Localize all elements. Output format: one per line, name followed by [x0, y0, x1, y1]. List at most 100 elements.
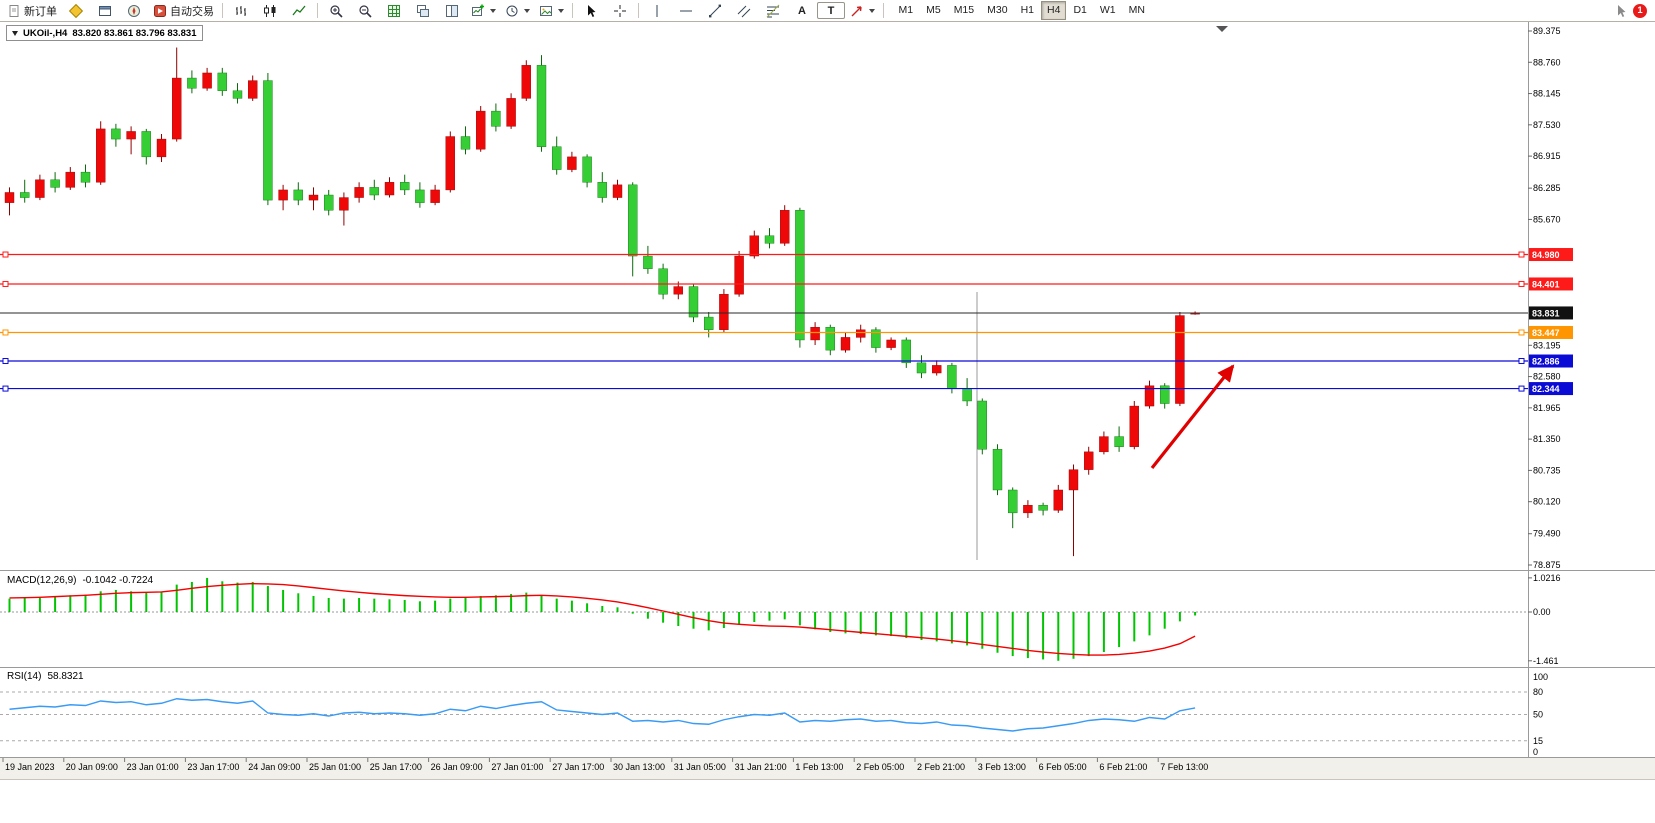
market-watch-icon [68, 3, 84, 18]
svg-text:81.965: 81.965 [1533, 403, 1561, 413]
timeframe-d1[interactable]: D1 [1073, 4, 1087, 16]
notification-badge[interactable]: 1 [1633, 3, 1647, 18]
macd-signal-line [9, 582, 1196, 656]
macd-name: MACD(12,26,9) [7, 575, 77, 586]
trendline-icon [709, 4, 721, 17]
new-order-button[interactable]: 新订单 [3, 1, 61, 21]
crosshair-icon [614, 4, 626, 17]
candlestick-chart-button[interactable] [256, 1, 284, 21]
data-window-icon [99, 5, 111, 16]
crosshair-tool-button[interactable] [606, 1, 634, 21]
svg-text:25 Jan 01:00: 25 Jan 01:00 [309, 762, 361, 772]
svg-text:30 Jan 13:00: 30 Jan 13:00 [613, 762, 665, 772]
chart-header[interactable]: UKOil-,H4 83.820 83.861 83.796 83.831 [6, 25, 203, 41]
svg-text:80: 80 [1533, 687, 1543, 697]
svg-text:82.886: 82.886 [1532, 357, 1560, 367]
zoom-in-icon [330, 4, 343, 18]
template-button[interactable] [535, 1, 568, 21]
tile-windows-icon [417, 4, 429, 17]
svg-text:23 Jan 17:00: 23 Jan 17:00 [187, 762, 239, 772]
new-order-icon [9, 4, 19, 17]
navigator-icon [128, 4, 140, 17]
timeframe-h1[interactable]: H1 [1020, 4, 1034, 16]
rsi-value: 58.8321 [47, 671, 84, 682]
toolbar-separator [222, 3, 223, 18]
svg-text:86.285: 86.285 [1533, 183, 1561, 193]
autotrade-button[interactable]: 自动交易 [149, 1, 218, 21]
timeframe-m15[interactable]: M15 [953, 4, 975, 16]
data-window-button[interactable] [91, 1, 119, 21]
fibonacci-tool-button[interactable] [759, 1, 787, 21]
toolbar: 新订单 自动交易 [0, 0, 1655, 22]
horizontal-line-tool-button[interactable] [672, 1, 700, 21]
zoom-in-button[interactable] [322, 1, 350, 21]
trend-arrow[interactable] [1150, 364, 1235, 469]
zoom-out-button[interactable] [351, 1, 379, 21]
text-tool-button[interactable]: A [788, 1, 816, 21]
arrows-tool-button[interactable] [846, 1, 879, 21]
svg-text:0.00: 0.00 [1533, 607, 1551, 617]
svg-text:85.670: 85.670 [1533, 214, 1561, 224]
toolbar-separator [572, 3, 573, 18]
svg-text:7 Feb 13:00: 7 Feb 13:00 [1160, 762, 1208, 772]
timeframe-mn[interactable]: MN [1128, 4, 1145, 16]
trendline-tool-button[interactable] [701, 1, 729, 21]
bar-chart-icon [236, 5, 246, 16]
svg-text:31 Jan 05:00: 31 Jan 05:00 [674, 762, 726, 772]
chevron-down-icon [524, 8, 530, 13]
vertical-line-tool-button[interactable] [643, 1, 671, 21]
svg-text:80.120: 80.120 [1533, 497, 1561, 507]
market-watch-button[interactable] [62, 1, 90, 21]
toolbar-separator [317, 3, 318, 18]
chart-shift-marker [1216, 26, 1228, 32]
svg-text:81.350: 81.350 [1533, 434, 1561, 444]
timeframe-w1[interactable]: W1 [1099, 4, 1116, 16]
line-chart-button[interactable] [285, 1, 313, 21]
svg-text:1 Feb 13:00: 1 Feb 13:00 [795, 762, 843, 772]
svg-text:31 Jan 21:00: 31 Jan 21:00 [735, 762, 787, 772]
new-chart-icon [472, 4, 484, 16]
svg-text:20 Jan 09:00: 20 Jan 09:00 [66, 762, 118, 772]
svg-text:86.915: 86.915 [1533, 151, 1561, 161]
symbol-dropdown-icon[interactable] [12, 30, 18, 36]
timeframe-h4[interactable]: H4 [1041, 1, 1067, 20]
channel-icon [737, 5, 751, 17]
svg-text:84.401: 84.401 [1532, 279, 1560, 289]
timeframe-m5[interactable]: M5 [926, 4, 941, 16]
svg-text:88.760: 88.760 [1533, 57, 1561, 67]
svg-text:27 Jan 17:00: 27 Jan 17:00 [552, 762, 604, 772]
bar-chart-button[interactable] [227, 1, 255, 21]
price-badge-82.344 [1529, 382, 1573, 396]
navigator-button[interactable] [120, 1, 148, 21]
svg-text:80.735: 80.735 [1533, 465, 1561, 475]
tile-windows-button[interactable] [409, 1, 437, 21]
grid-button[interactable] [380, 1, 408, 21]
toolbar-right-group: 1 [1614, 3, 1652, 18]
price-badge-84.401 [1529, 277, 1573, 291]
autotrade-icon [154, 4, 166, 17]
svg-text:83.195: 83.195 [1533, 340, 1561, 350]
price-badge-83.447 [1529, 325, 1573, 339]
timeframe-group: M1 M5 M15 M30 H1 H4 D1 W1 MN [892, 1, 1151, 20]
text-label-tool-button[interactable]: T [817, 2, 845, 19]
svg-text:88.145: 88.145 [1533, 89, 1561, 99]
svg-text:100: 100 [1533, 672, 1548, 682]
timeframe-m30[interactable]: M30 [987, 4, 1008, 16]
svg-text:87.530: 87.530 [1533, 120, 1561, 130]
pointer-icon[interactable] [1614, 4, 1628, 18]
horizontal-line-icon [680, 10, 692, 11]
candles-layer [4, 47, 1200, 557]
svg-text:50: 50 [1533, 710, 1543, 720]
channel-tool-button[interactable] [730, 1, 758, 21]
svg-text:27 Jan 01:00: 27 Jan 01:00 [491, 762, 543, 772]
svg-text:24 Jan 09:00: 24 Jan 09:00 [248, 762, 300, 772]
period-button[interactable] [501, 1, 534, 21]
new-chart-button[interactable] [467, 1, 500, 21]
timeframe-m1[interactable]: M1 [898, 4, 914, 16]
autotrade-label: 自动交易 [170, 5, 214, 18]
svg-text:19 Jan 2023: 19 Jan 2023 [5, 762, 55, 772]
cascade-windows-button[interactable] [438, 1, 466, 21]
cursor-tool-button[interactable] [577, 1, 605, 21]
